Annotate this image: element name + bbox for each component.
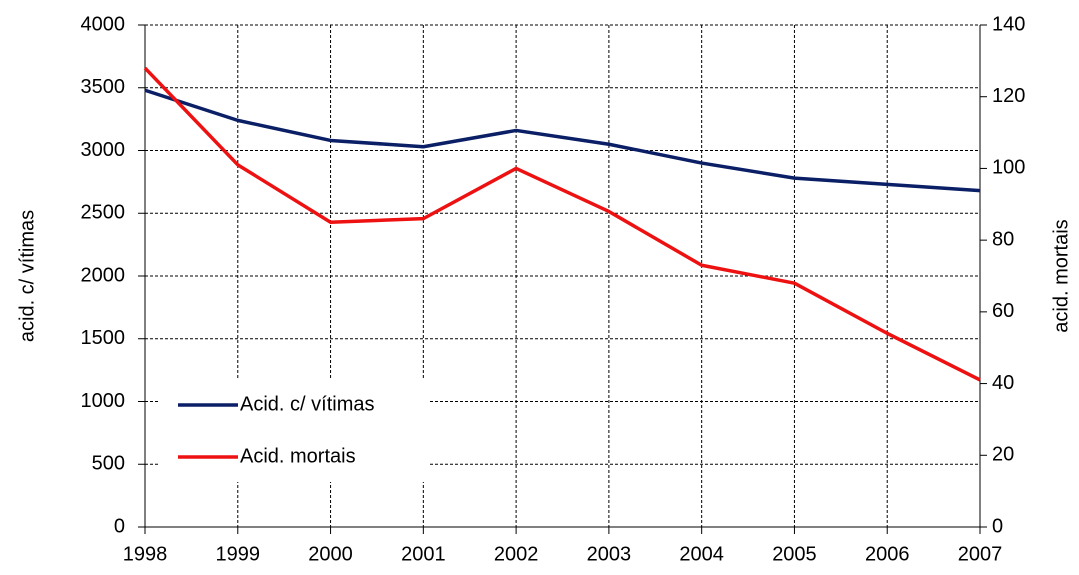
- x-tick-label: 1999: [216, 543, 261, 565]
- x-tick-label: 1998: [123, 543, 168, 565]
- y2-axis-label: acid. mortais: [1050, 219, 1072, 332]
- y2-tick-label: 0: [992, 515, 1003, 537]
- y2-tick-label: 140: [992, 13, 1025, 35]
- y-tick-label: 3000: [81, 139, 126, 161]
- y2-tick-label: 100: [992, 157, 1025, 179]
- y-tick-label: 3500: [81, 76, 126, 98]
- x-tick-label: 2000: [308, 543, 353, 565]
- y2-tick-label: 120: [992, 85, 1025, 107]
- y-axis-label: acid. c/ vítimas: [16, 210, 38, 342]
- y2-tick-label: 20: [992, 444, 1014, 466]
- series-line: [143, 66, 981, 382]
- y-tick-label: 4000: [81, 13, 126, 35]
- y-tick-label: 2000: [81, 264, 126, 286]
- y-tick-label: 500: [92, 453, 125, 475]
- y-tick-label: 2500: [81, 202, 126, 224]
- x-tick-label: 2007: [958, 543, 1003, 565]
- x-tick-label: 2006: [865, 543, 910, 565]
- x-tick-label: 2001: [401, 543, 446, 565]
- y2-tick-label: 80: [992, 228, 1014, 250]
- legend-label: Acid. c/ vítimas: [240, 393, 374, 415]
- y-tick-label: 1000: [81, 390, 126, 412]
- y-tick-label: 1500: [81, 327, 126, 349]
- series-line: [144, 88, 981, 193]
- y2-tick-label: 40: [992, 372, 1014, 394]
- x-tick-label: 2003: [587, 543, 632, 565]
- legend-box: [160, 378, 428, 482]
- x-tick-label: 2002: [494, 543, 539, 565]
- y-tick-label: 0: [114, 515, 125, 537]
- x-tick-label: 2004: [679, 543, 724, 565]
- legend-label: Acid. mortais: [240, 445, 356, 467]
- y2-tick-label: 60: [992, 300, 1014, 322]
- x-tick-label: 2005: [772, 543, 817, 565]
